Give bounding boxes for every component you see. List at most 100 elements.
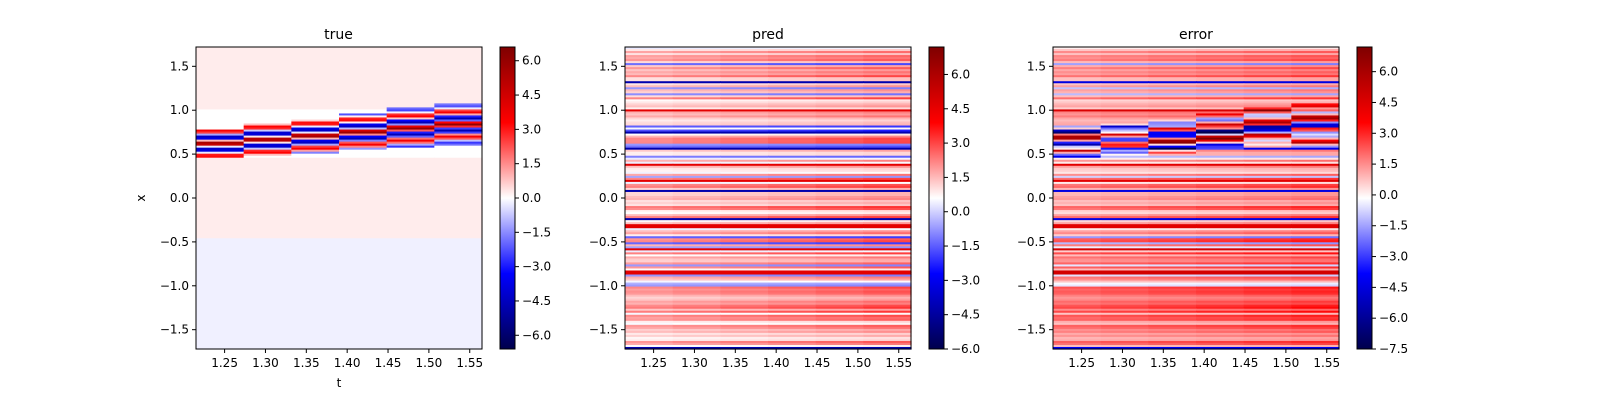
heatmap-cell (1243, 87, 1292, 90)
heatmap-cell (434, 222, 483, 225)
heatmap-cell (768, 193, 817, 197)
heatmap-cell (386, 63, 435, 66)
heatmap-cell (339, 69, 388, 72)
heatmap-cell (339, 115, 388, 119)
heatmap-cell (815, 254, 864, 257)
heatmap-cell (434, 107, 483, 111)
heatmap-cell (339, 324, 388, 328)
heatmap-cell (1243, 59, 1292, 62)
heatmap-cell (863, 181, 912, 185)
heatmap-cell (768, 107, 817, 111)
heatmap-cell (243, 185, 292, 189)
heatmap-cell (625, 294, 674, 298)
heatmap-cell (386, 202, 435, 205)
heatmap-cell (672, 286, 721, 290)
heatmap-cell (720, 185, 769, 189)
heatmap-cell (672, 95, 721, 98)
heatmap-cell (815, 268, 864, 272)
heatmap-cell (815, 256, 864, 259)
heatmap-cell (672, 316, 721, 320)
heatmap-cell (672, 278, 721, 282)
heatmap-cell (625, 107, 674, 111)
heatmap-cell (1100, 248, 1149, 251)
heatmap-cell (1053, 191, 1102, 195)
heatmap-cell (196, 139, 245, 143)
heatmap-cell (434, 230, 483, 233)
heatmap-cell (1291, 304, 1340, 308)
heatmap-cell (768, 228, 817, 231)
heatmap-cell (243, 332, 292, 336)
heatmap-cell (1100, 326, 1149, 330)
heatmap-cell (386, 268, 435, 272)
heatmap-cell (1243, 171, 1292, 175)
heatmap-cell (291, 57, 340, 60)
heatmap-cell (863, 85, 912, 88)
heatmap-cell (1100, 296, 1149, 300)
heatmap-cell (1148, 296, 1197, 300)
heatmap-cell (1291, 212, 1340, 215)
heatmap-cell (434, 97, 483, 100)
heatmap-cell (434, 294, 483, 298)
heatmap-cell (1100, 187, 1149, 191)
heatmap-cell (768, 67, 817, 70)
heatmap-cell (768, 177, 817, 181)
heatmap-cell (1100, 167, 1149, 171)
heatmap-cell (1053, 266, 1102, 270)
heatmap-cell (1243, 320, 1292, 324)
heatmap-cell (1148, 177, 1197, 181)
heatmap-cell (386, 73, 435, 76)
heatmap-cell (291, 193, 340, 197)
heatmap-cell (1100, 258, 1149, 262)
heatmap-cell (434, 183, 483, 187)
heatmap-cell (386, 123, 435, 127)
heatmap-cell (815, 79, 864, 82)
heatmap-cell (768, 85, 817, 88)
heatmap-cell (1053, 248, 1102, 251)
heatmap-cell (768, 129, 817, 133)
heatmap-cell (434, 189, 483, 193)
heatmap-cell (625, 344, 674, 348)
heatmap-cell (291, 175, 340, 179)
colorbar-tick-label: −6.0 (1379, 311, 1408, 325)
heatmap-cell (863, 195, 912, 199)
heatmap-cell (815, 290, 864, 294)
heatmap-cell (815, 264, 864, 268)
heatmap-cell (1053, 234, 1102, 237)
heatmap-cell (243, 300, 292, 304)
heatmap-cell (672, 145, 721, 149)
heatmap-cell (434, 63, 483, 66)
heatmap-cell (339, 338, 388, 342)
heatmap-cell (720, 189, 769, 193)
heatmap-cell (1291, 210, 1340, 213)
heatmap-cell (815, 344, 864, 348)
heatmap-cell (1243, 252, 1292, 255)
heatmap-cell (768, 53, 817, 56)
heatmap-cell (339, 268, 388, 272)
heatmap-cell (291, 75, 340, 78)
heatmap-cell (339, 232, 388, 235)
heatmap-cell (1100, 155, 1149, 159)
heatmap-cell (1291, 236, 1340, 239)
heatmap-cell (1243, 338, 1292, 342)
heatmap-cell (815, 300, 864, 304)
heatmap-cell (386, 99, 435, 102)
heatmap-cell (1053, 332, 1102, 336)
heatmap-cell (1196, 282, 1245, 286)
heatmap-cell (1243, 260, 1292, 264)
heatmap-cell (196, 258, 245, 262)
heatmap-cell (1243, 242, 1292, 245)
heatmap-cell (1053, 322, 1102, 326)
heatmap-cell (863, 137, 912, 141)
heatmap-cell (768, 282, 817, 286)
heatmap-cell (1243, 163, 1292, 167)
heatmap-cell (815, 107, 864, 111)
x-tick-label: 1.25 (211, 356, 238, 370)
heatmap-cell (815, 312, 864, 316)
heatmap-cell (1148, 137, 1197, 141)
heatmap-cell (243, 165, 292, 169)
heatmap-cell (625, 332, 674, 336)
heatmap-cell (291, 127, 340, 131)
heatmap-cell (1053, 310, 1102, 314)
heatmap-cell (1053, 324, 1102, 328)
heatmap-cell (863, 193, 912, 197)
